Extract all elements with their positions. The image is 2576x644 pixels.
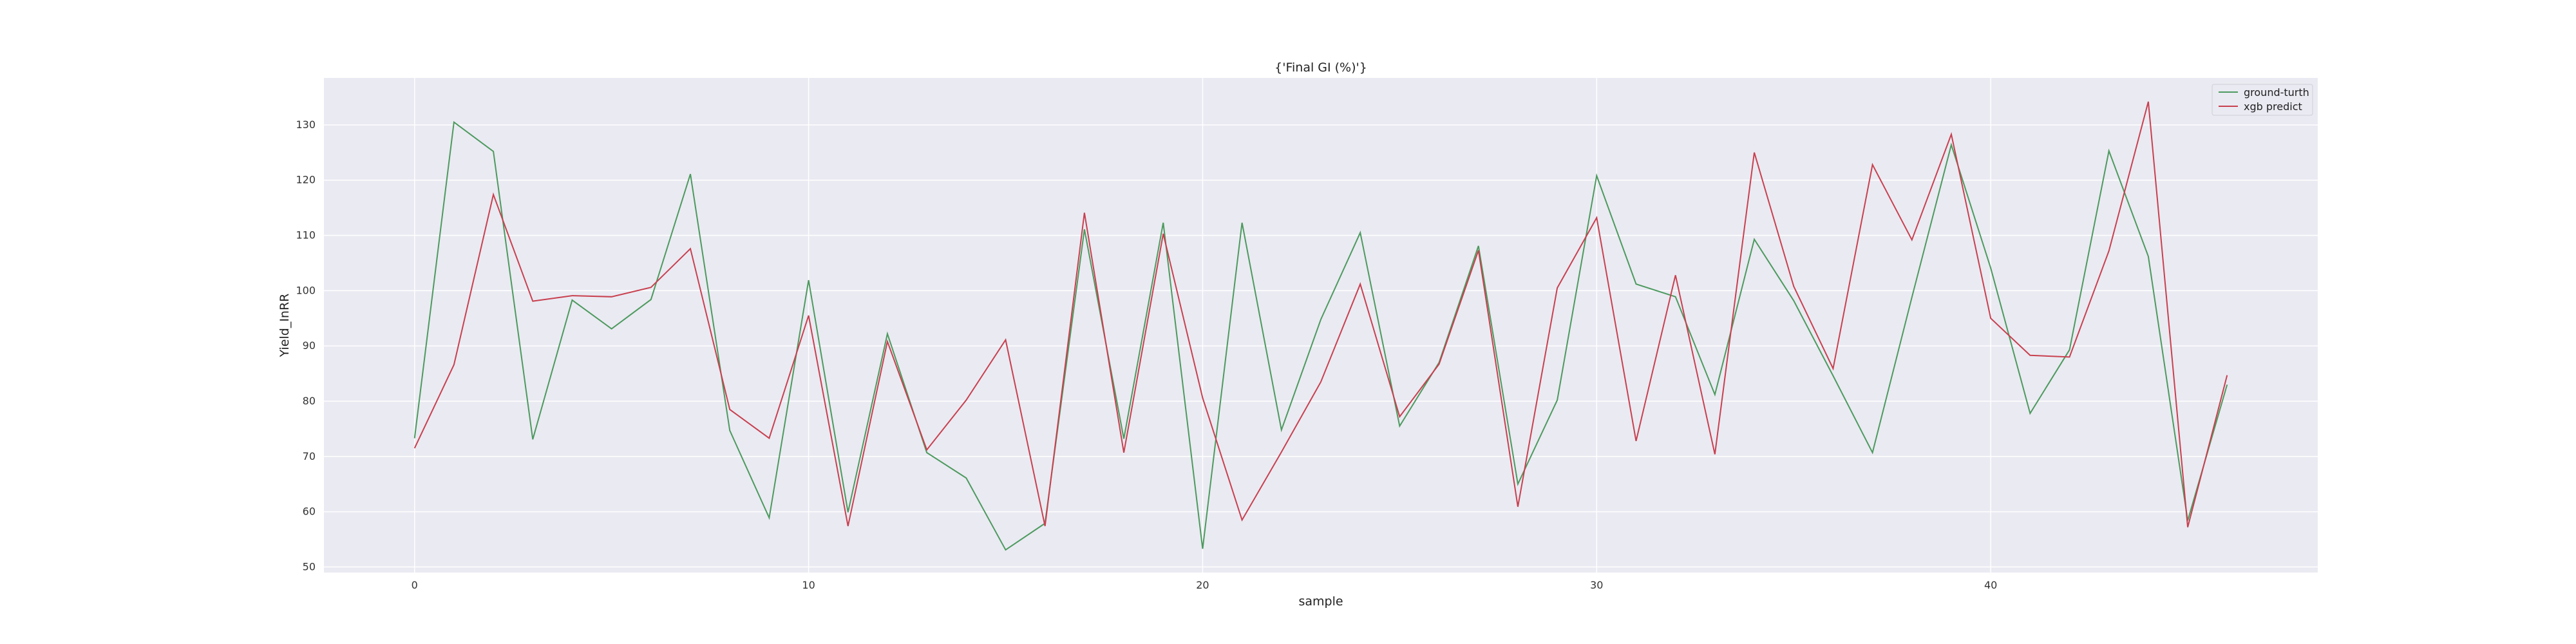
legend: ground-turth xgb predict (2211, 84, 2313, 116)
y-tick-label: 70 (303, 450, 316, 462)
series-line-ground-truth (413, 120, 2228, 551)
plot-area (324, 78, 2318, 573)
series-line-predict (413, 101, 2228, 527)
y-tick-label: 130 (296, 118, 316, 131)
x-tick-label: 10 (802, 579, 815, 591)
y-tick-label: 110 (296, 229, 316, 242)
legend-label-ground-truth: ground-turth (2244, 86, 2309, 99)
y-tick-label: 60 (303, 506, 316, 518)
y-axis-label: Yield_InRR (278, 294, 292, 358)
y-tick-label: 100 (296, 284, 316, 296)
x-tick-label: 0 (412, 579, 418, 591)
x-tick-label: 20 (1196, 579, 1209, 591)
legend-label-predict: xgb predict (2244, 100, 2302, 113)
y-tick-label: 120 (296, 174, 316, 186)
series-group (413, 101, 2228, 551)
y-tick-label: 90 (303, 339, 316, 352)
ticks: 0 10 20 30 40 50 60 70 80 90 100 110 120 130 (296, 118, 1997, 591)
y-tick-label: 80 (303, 395, 316, 407)
chart-title: {'Final GI (%)'} (1274, 61, 1367, 75)
y-tick-label: 50 (303, 560, 316, 573)
grid (324, 78, 2318, 573)
x-axis-label: sample (1298, 594, 1343, 609)
x-tick-label: 30 (1590, 579, 1603, 591)
x-tick-label: 40 (1984, 579, 1997, 591)
